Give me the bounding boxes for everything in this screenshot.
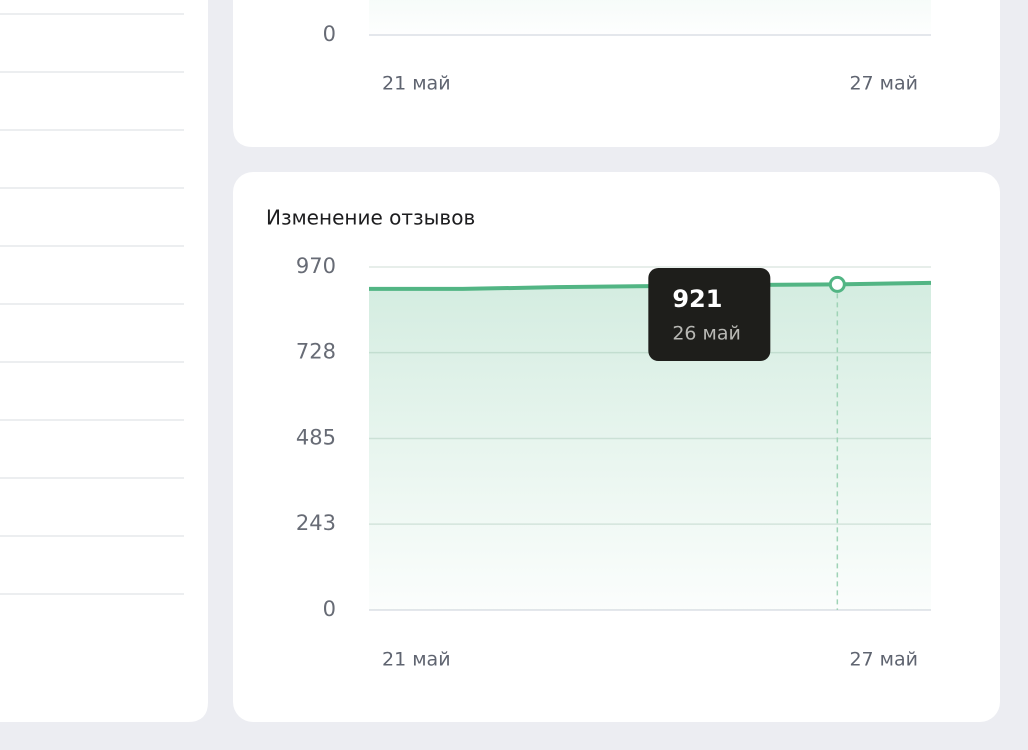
tooltip-value: 921 <box>672 285 722 313</box>
left-panel <box>0 0 208 722</box>
hover-point <box>828 275 846 293</box>
area <box>369 282 931 610</box>
tooltip-date: 26 май <box>672 323 741 345</box>
top-card <box>233 0 1000 147</box>
top-area-fill <box>369 0 931 35</box>
y-tick-label: 485 <box>296 426 336 450</box>
x-tick-label: 21 май <box>382 649 451 671</box>
y-tick-label: 0 <box>323 22 336 46</box>
y-tick-label: 0 <box>323 597 336 621</box>
tooltip <box>648 268 771 361</box>
x-tick-label: 21 май <box>382 73 451 95</box>
y-tick-label: 728 <box>296 340 336 364</box>
x-tick-label: 27 май <box>849 649 918 671</box>
y-tick-label: 970 <box>296 254 336 278</box>
y-tick-label: 243 <box>296 511 336 535</box>
x-tick-label: 27 май <box>849 73 918 95</box>
chart-title: Изменение отзывов <box>266 206 475 230</box>
